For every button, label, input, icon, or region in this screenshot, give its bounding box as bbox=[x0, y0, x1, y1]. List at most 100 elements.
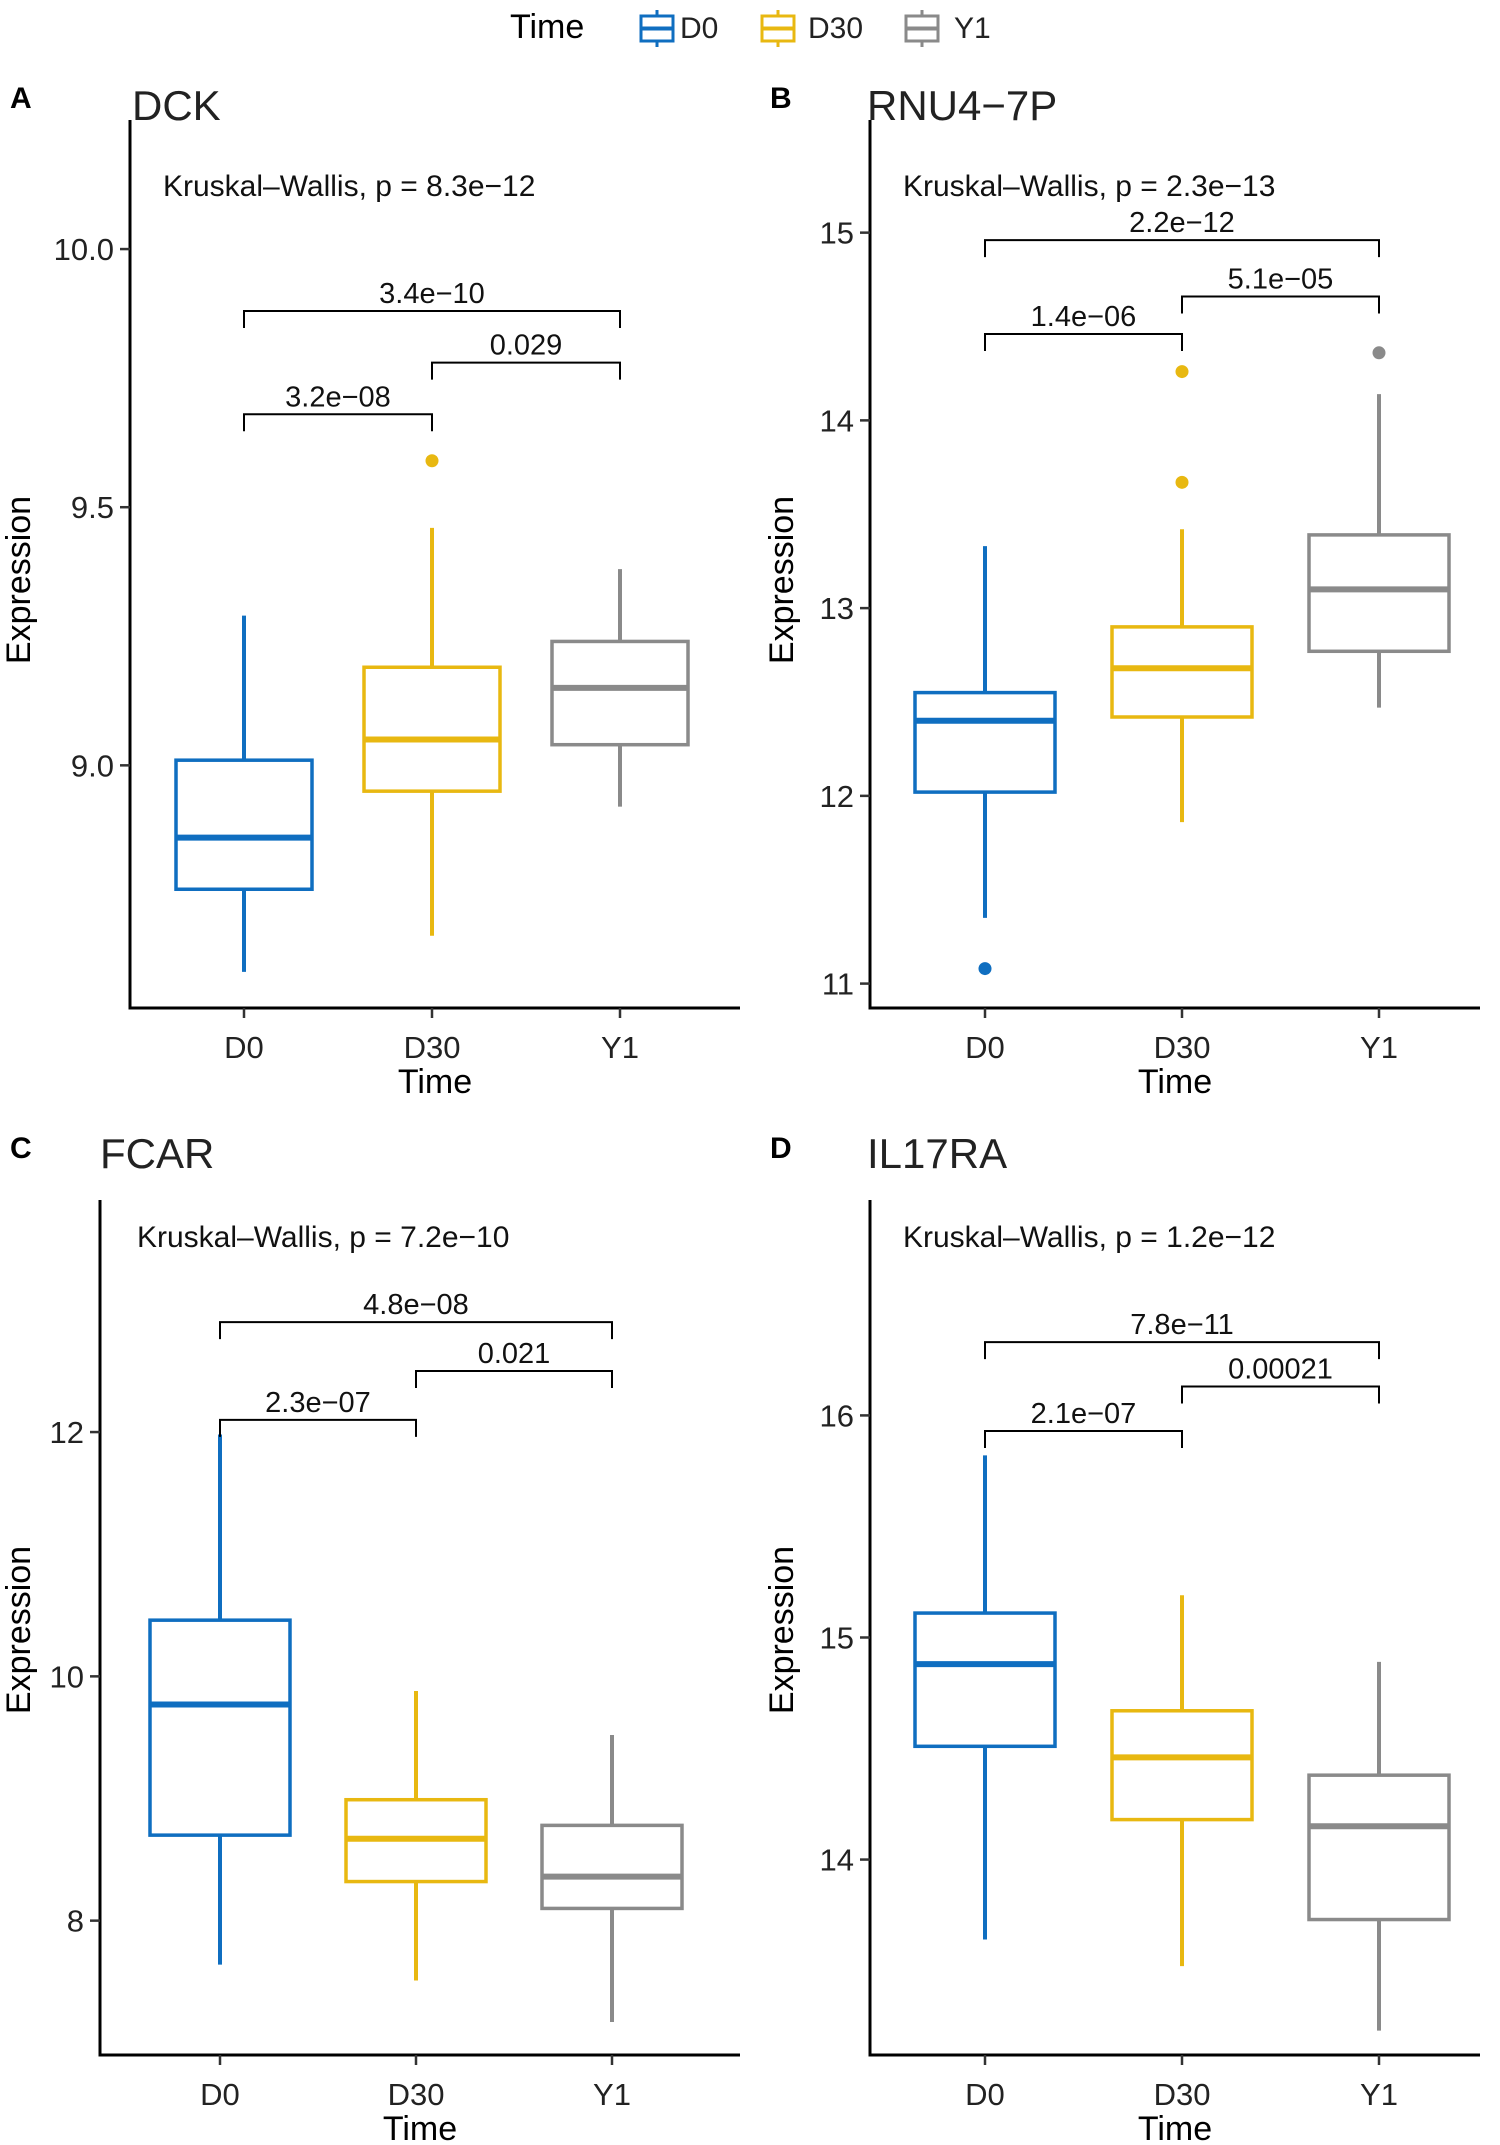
outlier-point bbox=[978, 962, 992, 976]
y-tick-label: 11 bbox=[822, 967, 854, 1002]
comparison-d30-y1: 0.029 bbox=[431, 330, 621, 380]
kruskal-wallis-label: Kruskal–Wallis, p = 8.3e−12 bbox=[163, 170, 535, 203]
box-body bbox=[1307, 1773, 1451, 1922]
y-tick-label: 10 bbox=[50, 1659, 84, 1694]
panel-title: DCK bbox=[132, 82, 221, 129]
panel-letter: A bbox=[10, 82, 32, 115]
y-tick-label: 9.5 bbox=[71, 490, 114, 525]
box-body bbox=[1307, 533, 1451, 654]
p-value-label: 0.021 bbox=[478, 1338, 551, 1370]
box-body bbox=[913, 1611, 1057, 1749]
panel-d: D IL17RA Kruskal–Wallis, p = 1.2e−12 14 15 16… bbox=[763, 1130, 1480, 2145]
legend-item-d30: D30 bbox=[760, 10, 863, 47]
bracket bbox=[243, 310, 621, 329]
box-body bbox=[362, 665, 502, 793]
bracket bbox=[984, 239, 1380, 258]
y-axis-title: Expression bbox=[763, 1546, 801, 1714]
y-axis-title: Expression bbox=[763, 496, 801, 664]
x-tick-label: Y1 bbox=[1360, 2077, 1398, 2112]
box-body bbox=[1110, 1709, 1254, 1822]
p-value-label: 1.4e−06 bbox=[1031, 301, 1137, 333]
x-tick-label: D0 bbox=[224, 1030, 264, 1065]
p-value-label: 0.00021 bbox=[1228, 1354, 1333, 1386]
box-d0 bbox=[913, 546, 1057, 976]
x-tick-label: Y1 bbox=[1360, 1030, 1398, 1065]
panel-letter: D bbox=[770, 1132, 792, 1165]
outlier-point bbox=[1372, 346, 1386, 360]
x-tick-label: D30 bbox=[1154, 1030, 1211, 1065]
comparison-d0-y1: 4.8e−08 bbox=[219, 1289, 613, 1340]
y-tick-label: 14 bbox=[820, 403, 854, 438]
box-body bbox=[550, 639, 690, 747]
bracket bbox=[984, 333, 1183, 352]
y-tick-label: 16 bbox=[820, 1398, 854, 1433]
y-tick-label: 12 bbox=[50, 1415, 84, 1450]
box-d0 bbox=[148, 1434, 292, 1965]
box-d30 bbox=[1110, 1595, 1254, 1967]
y-axis-title: Expression bbox=[0, 496, 38, 664]
x-tick-label: D30 bbox=[404, 1030, 461, 1065]
box-y1 bbox=[1307, 346, 1451, 708]
x-tick-label: D30 bbox=[1154, 2077, 1211, 2112]
comparison-d30-y1: 0.00021 bbox=[1181, 1354, 1380, 1404]
comparison-d0-y1: 2.2e−12 bbox=[984, 207, 1380, 258]
y-tick-label: 14 bbox=[820, 1843, 854, 1878]
comparison-d30-y1: 0.021 bbox=[415, 1338, 613, 1388]
panel-b: B RNU4−7P Kruskal–Wallis, p = 2.3e−13 11 12 1… bbox=[763, 82, 1480, 1101]
legend-title: Time bbox=[510, 8, 584, 46]
x-tick-label: Y1 bbox=[601, 1030, 639, 1065]
box-body bbox=[913, 690, 1057, 794]
bracket bbox=[415, 1370, 613, 1388]
bracket bbox=[219, 1321, 613, 1340]
bracket bbox=[1181, 1385, 1380, 1404]
panel-title: RNU4−7P bbox=[867, 82, 1057, 129]
x-tick-label: D0 bbox=[965, 1030, 1005, 1065]
y-axis-title: Expression bbox=[0, 1546, 38, 1714]
y-tick-label: 8 bbox=[67, 1904, 84, 1939]
panel-title: IL17RA bbox=[867, 1130, 1007, 1177]
x-tick-label: D0 bbox=[965, 2077, 1005, 2112]
y-tick-label: 10.0 bbox=[54, 232, 114, 267]
comparison-d0-d30: 2.1e−07 bbox=[984, 1398, 1183, 1448]
bracket bbox=[431, 361, 621, 380]
bracket bbox=[1181, 295, 1380, 314]
x-tick-label: D30 bbox=[388, 2077, 445, 2112]
box-d0 bbox=[913, 1455, 1057, 1940]
outlier-point bbox=[1175, 365, 1189, 379]
box-d30 bbox=[1110, 365, 1254, 823]
p-value-label: 3.4e−10 bbox=[379, 278, 485, 310]
panel-letter: C bbox=[10, 1132, 32, 1165]
legend-item-d0: D0 bbox=[639, 10, 718, 47]
p-value-label: 2.3e−07 bbox=[265, 1387, 371, 1419]
legend-label: Y1 bbox=[954, 12, 991, 45]
box-y1 bbox=[1307, 1661, 1451, 2031]
p-value-label: 2.2e−12 bbox=[1129, 207, 1235, 239]
panel-a: A DCK Kruskal–Wallis, p = 8.3e−12 9.0 9.5 10.… bbox=[0, 82, 740, 1101]
box-body bbox=[174, 758, 314, 892]
comparison-d0-d30: 1.4e−06 bbox=[984, 301, 1183, 352]
panels: A DCK Kruskal–Wallis, p = 8.3e−12 9.0 9.5 10.… bbox=[0, 82, 1480, 2145]
x-tick-label: D0 bbox=[200, 2077, 240, 2112]
comparison-d0-y1: 3.4e−10 bbox=[243, 278, 621, 329]
box-body bbox=[540, 1823, 684, 1911]
box-y1 bbox=[540, 1734, 684, 2023]
x-tick-label: Y1 bbox=[593, 2077, 631, 2112]
p-value-label: 3.2e−08 bbox=[285, 381, 391, 413]
outlier-point bbox=[1175, 475, 1189, 489]
p-value-label: 2.1e−07 bbox=[1031, 1398, 1137, 1430]
x-axis-title: Time bbox=[1138, 2110, 1212, 2145]
box-d30 bbox=[362, 454, 502, 936]
bracket bbox=[243, 413, 433, 432]
legend-item-y1: Y1 bbox=[904, 10, 991, 47]
panel-c: C FCAR Kruskal–Wallis, p = 7.2e−10 8 10 12 D0 D… bbox=[0, 1130, 740, 2145]
bracket bbox=[984, 1429, 1183, 1448]
box-body bbox=[1110, 625, 1254, 719]
box-y1 bbox=[550, 569, 690, 807]
x-axis-title: Time bbox=[398, 1063, 472, 1101]
box-d0 bbox=[174, 615, 314, 972]
kruskal-wallis-label: Kruskal–Wallis, p = 2.3e−13 bbox=[903, 170, 1275, 203]
p-value-label: 0.029 bbox=[490, 330, 563, 362]
kruskal-wallis-label: Kruskal–Wallis, p = 7.2e−10 bbox=[137, 1221, 509, 1254]
panel-letter: B bbox=[770, 82, 792, 115]
